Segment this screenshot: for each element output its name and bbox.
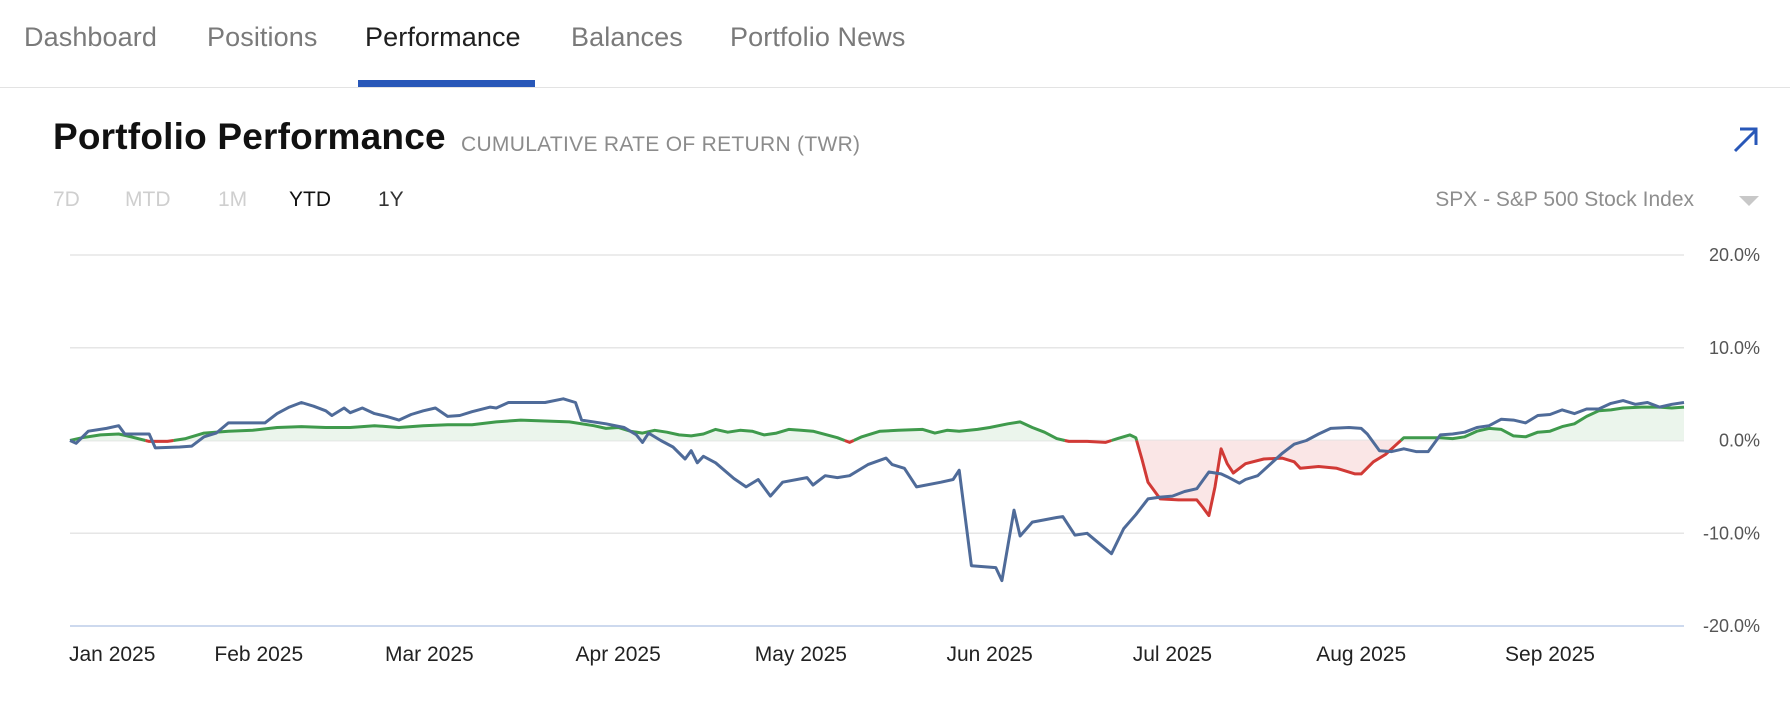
x-tick-label: Sep 2025 (1505, 643, 1595, 666)
benchmark-line-positive (173, 418, 846, 442)
y-tick-label: -20.0% (1703, 616, 1760, 636)
benchmark-select[interactable]: SPX - S&P 500 Stock Index (1435, 188, 1694, 211)
x-axis: Jan 2025 Feb 2025 Mar 2025 Apr 2025 May 2025… (69, 643, 1595, 666)
benchmark-area-positive (70, 434, 146, 441)
series-lines (69, 397, 1685, 583)
x-tick-label: Jun 2025 (946, 643, 1032, 666)
benchmark-line-negative (1064, 439, 1112, 444)
expand-button[interactable] (1732, 126, 1760, 154)
portfolio-line (69, 397, 1685, 583)
benchmark-line-negative (1135, 439, 1402, 518)
benchmark-line-negative (145, 439, 174, 443)
benchmark-area-negative (1136, 440, 1401, 516)
benchmark-line-positive (1111, 433, 1139, 442)
performance-chart: 20.0% 10.0% 0.0% -10.0% -20.0% Jan 2025 Feb 2… (69, 245, 1760, 666)
range-1y[interactable]: 1Y (378, 188, 404, 211)
x-tick-label: Feb 2025 (214, 643, 303, 666)
caret-down-icon[interactable] (1739, 196, 1759, 206)
x-tick-label: May 2025 (755, 643, 847, 666)
y-axis: 20.0% 10.0% 0.0% -10.0% -20.0% (1703, 245, 1760, 636)
range-mtd[interactable]: MTD (125, 188, 171, 211)
x-tick-label: Jul 2025 (1133, 643, 1212, 666)
top-nav: Dashboard Positions Performance Balances… (0, 0, 1790, 88)
benchmark-line-negative (844, 439, 855, 444)
chart-subtitle: CUMULATIVE RATE OF RETURN (TWR) (461, 133, 861, 156)
range-ytd[interactable]: YTD (289, 188, 331, 211)
range-7d[interactable]: 7D (53, 188, 80, 211)
x-tick-label: Mar 2025 (385, 643, 474, 666)
tab-dashboard[interactable]: Dashboard (24, 22, 157, 52)
page-title: Portfolio Performance (53, 116, 446, 157)
x-tick-label: Aug 2025 (1316, 643, 1406, 666)
tab-portfolio-news[interactable]: Portfolio News (730, 22, 906, 52)
benchmark-line-positive (1399, 405, 1685, 442)
range-1m[interactable]: 1M (218, 188, 248, 211)
y-tick-label: -10.0% (1703, 523, 1760, 543)
tab-performance[interactable]: Performance (365, 22, 521, 52)
x-tick-label: Jan 2025 (69, 643, 155, 666)
x-tick-label: Apr 2025 (576, 643, 661, 666)
y-tick-label: 10.0% (1709, 338, 1760, 358)
active-tab-indicator (358, 80, 535, 87)
arrow-up-right-icon (1733, 127, 1758, 153)
tab-balances[interactable]: Balances (571, 22, 683, 52)
y-tick-label: 20.0% (1709, 245, 1760, 265)
benchmark-line-positive (853, 420, 1066, 442)
tab-positions[interactable]: Positions (207, 22, 318, 52)
benchmark-area-positive (1400, 407, 1684, 441)
y-tick-label: 0.0% (1719, 431, 1760, 451)
